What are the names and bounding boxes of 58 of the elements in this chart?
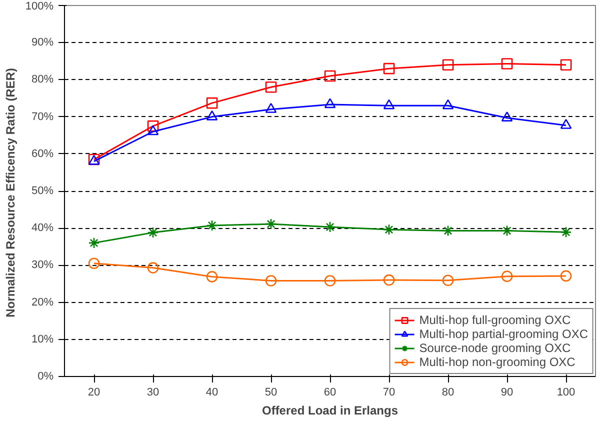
point: [265, 218, 277, 230]
y-tick-label: 60%: [31, 148, 54, 160]
point: [206, 271, 218, 282]
point: [442, 99, 454, 110]
legend-label: Multi-hop full-grooming OXC: [419, 313, 571, 327]
point: [442, 274, 454, 286]
y-axis-title: Normalized Resource Efficency Ratio (RER): [3, 68, 18, 318]
y-tick-label: 10%: [31, 333, 54, 346]
point: [147, 125, 159, 136]
y-tick-label: 20%: [31, 296, 54, 308]
x-axis-title: Offered Load in Erlangs: [262, 404, 398, 418]
y-tick-label: 70%: [31, 110, 54, 123]
point: [147, 226, 159, 238]
x-tick-label: 80: [442, 386, 454, 398]
point: [324, 221, 336, 233]
point: [383, 274, 395, 286]
point: [324, 98, 336, 108]
x-tick-label: 20: [88, 386, 100, 398]
point: [324, 70, 336, 82]
y-tick-label: 30%: [31, 259, 54, 272]
point: [501, 111, 513, 122]
x-tick-label: 100: [556, 386, 576, 398]
legend-label: Source-node grooming OXC: [419, 341, 571, 355]
x-tick-label: 70: [382, 386, 396, 398]
point: [560, 270, 572, 282]
point: [383, 62, 395, 74]
point: [560, 226, 572, 238]
y-tick-label: 50%: [31, 185, 54, 197]
legend-label: Multi-hop partial-grooming OXC: [419, 327, 588, 341]
point: [206, 220, 218, 232]
x-tick-label: 50: [264, 386, 278, 398]
point: [206, 110, 218, 120]
legend-label: Multi-hop non-grooming OXC: [419, 355, 576, 369]
point: [560, 118, 572, 129]
x-tick-label: 60: [324, 386, 336, 398]
point: [442, 59, 454, 71]
y-tick-label: 80%: [31, 74, 54, 86]
point: [147, 120, 159, 132]
point: [501, 58, 513, 70]
point: [501, 270, 513, 282]
y-tick-label: 90%: [31, 36, 54, 49]
point: [265, 102, 277, 113]
x-tick-label: 40: [206, 386, 218, 398]
point: [560, 59, 572, 71]
point: [265, 275, 277, 286]
y-tick-label: 100%: [25, 0, 54, 12]
point: [88, 237, 100, 249]
point: [265, 81, 277, 93]
point: [383, 99, 395, 110]
x-tick-label: 30: [146, 386, 160, 398]
y-tick-label: 0%: [38, 370, 54, 382]
x-tick-label: 90: [500, 386, 514, 398]
point: [324, 275, 336, 286]
point: [206, 97, 218, 109]
point: [383, 224, 395, 236]
y-tick-label: 40%: [31, 222, 54, 234]
point: [147, 262, 159, 274]
point: [88, 258, 100, 269]
